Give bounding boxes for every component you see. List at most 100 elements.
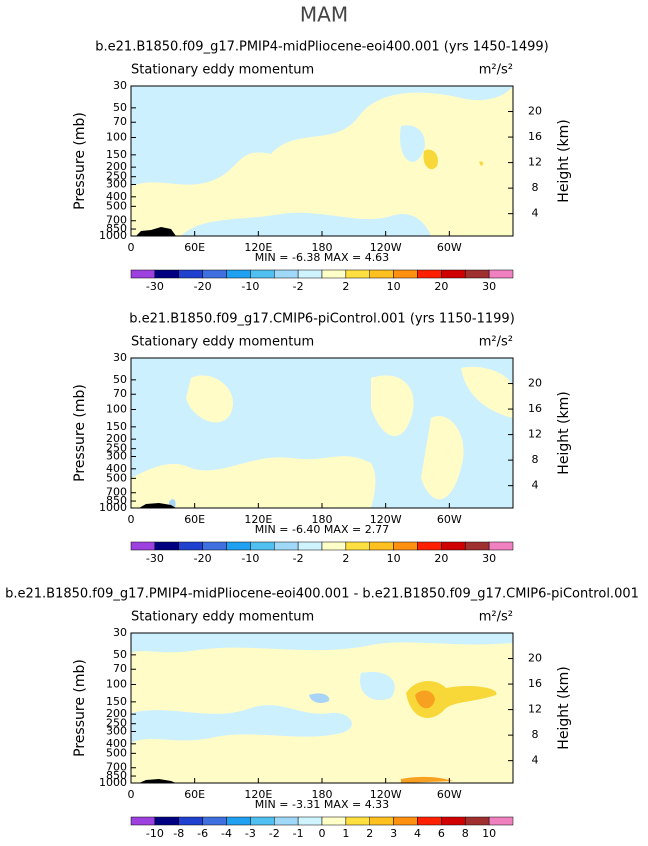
colorbar-box [226, 541, 251, 551]
colorbar-box [393, 816, 418, 826]
colorbar-box [250, 269, 275, 279]
colorbar-box [441, 269, 466, 279]
colorbar-box [345, 269, 370, 279]
y2-tick-label: 8 [532, 453, 539, 466]
x-tick-label: 120E [244, 513, 272, 526]
colorbar-box [345, 541, 370, 551]
colorbar-box [250, 816, 275, 826]
x-tick-label: 120E [244, 241, 272, 254]
y-tick-label: 1000 [99, 501, 127, 514]
y-tick-label: 1000 [99, 229, 127, 242]
y-tick-label: 30 [113, 626, 127, 639]
y2-tick-label: 8 [532, 728, 539, 741]
colorbar-label: 8 [462, 827, 469, 840]
colorbar-label: -2 [293, 280, 304, 293]
colorbar-box [321, 541, 347, 551]
contour-field [131, 633, 513, 783]
annotation: Stationary eddy momentum [131, 335, 314, 350]
colorbar-label: 20 [434, 280, 448, 293]
colorbar-label: 2 [342, 280, 349, 293]
stats: MIN = -3.31 MAX = 4.33 [255, 798, 389, 811]
colorbar-box [274, 816, 299, 826]
colorbar-box [488, 269, 514, 279]
y-tick-label: 50 [113, 648, 127, 661]
colorbar-box [417, 269, 442, 279]
y-tick-label: 70 [113, 115, 127, 128]
colorbar-box [202, 269, 227, 279]
annotation: Stationary eddy momentum [131, 610, 314, 625]
y2-tick-label: 4 [532, 207, 539, 220]
y2-axis-label: Height (km) [556, 391, 572, 474]
colorbar-box [226, 269, 251, 279]
colorbar-label: -30 [146, 280, 164, 293]
y2-tick-label: 20 [528, 652, 542, 665]
colorbar-box [178, 816, 203, 826]
colorbar-label: -30 [146, 552, 164, 565]
panel-title: b.e21.B1850.f09_g17.PMIP4-midPliocene-eo… [5, 587, 639, 602]
colorbar-box [202, 541, 227, 551]
colorbar-label: 10 [387, 280, 401, 293]
colorbar-label: 3 [390, 827, 397, 840]
colorbar-box [369, 816, 394, 826]
y2-tick-label: 20 [528, 105, 542, 118]
colorbar-box [393, 541, 418, 551]
colorbar-label: 30 [482, 280, 496, 293]
y2-tick-label: 8 [532, 181, 539, 194]
y-tick-label: 700 [106, 761, 127, 774]
y2-tick-label: 16 [528, 130, 542, 143]
y2-axis-label: Height (km) [556, 666, 572, 749]
colorbar-box [130, 816, 156, 826]
colorbar-box [465, 541, 490, 551]
colorbar-box [321, 269, 347, 279]
y-tick-label: 700 [106, 214, 127, 227]
y-tick-label: 100 [106, 678, 127, 691]
y-tick-label: 300 [106, 177, 127, 190]
y-tick-label: 30 [113, 351, 127, 364]
x-tick-label: 120W [370, 788, 402, 801]
colorbar-label: -2 [269, 827, 280, 840]
y-tick-label: 1000 [99, 776, 127, 789]
y-tick-label: 250 [106, 170, 127, 183]
colorbar-label: -2 [293, 552, 304, 565]
units: m²/s² [479, 335, 513, 350]
colorbar-box [297, 816, 323, 826]
colorbar-box [130, 269, 156, 279]
panel-title: b.e21.B1850.f09_g17.PMIP4-midPliocene-eo… [95, 40, 548, 55]
colorbar-label: -20 [194, 280, 212, 293]
y-tick-label: 850 [106, 769, 127, 782]
x-tick-label: 60W [437, 513, 462, 526]
colorbar-label: 10 [387, 552, 401, 565]
colorbar-label: -3 [245, 827, 256, 840]
x-tick-label: 60W [437, 788, 462, 801]
y-tick-label: 200 [106, 432, 127, 445]
colorbar-label: 2 [342, 552, 349, 565]
y-tick-label: 500 [106, 746, 127, 759]
colorbar-label: 6 [438, 827, 445, 840]
units: m²/s² [479, 610, 513, 625]
colorbar-box [274, 541, 299, 551]
y2-tick-label: 20 [528, 377, 542, 390]
colorbar-label: 30 [482, 552, 496, 565]
colorbar-label: -10 [241, 280, 259, 293]
y-tick-label: 70 [113, 662, 127, 675]
colorbar-label: 2 [366, 827, 373, 840]
colorbar-box [393, 269, 418, 279]
y-tick-label: 250 [106, 717, 127, 730]
colorbar-box [202, 816, 227, 826]
colorbar-box [130, 541, 156, 551]
colorbar-box [274, 269, 299, 279]
y-tick-label: 50 [113, 373, 127, 386]
y2-tick-label: 4 [532, 479, 539, 492]
x-tick-label: 60E [184, 788, 205, 801]
y-tick-label: 400 [106, 462, 127, 475]
contour-field [131, 86, 513, 236]
y2-tick-label: 4 [532, 754, 539, 767]
colorbar-box [488, 816, 514, 826]
y-tick-label: 100 [106, 403, 127, 416]
stats: MIN = -6.40 MAX = 2.77 [255, 523, 389, 536]
x-tick-label: 60E [184, 513, 205, 526]
colorbar-label: -6 [197, 827, 208, 840]
x-tick-label: 180 [312, 788, 333, 801]
colorbar-box [369, 541, 394, 551]
y-tick-label: 500 [106, 199, 127, 212]
